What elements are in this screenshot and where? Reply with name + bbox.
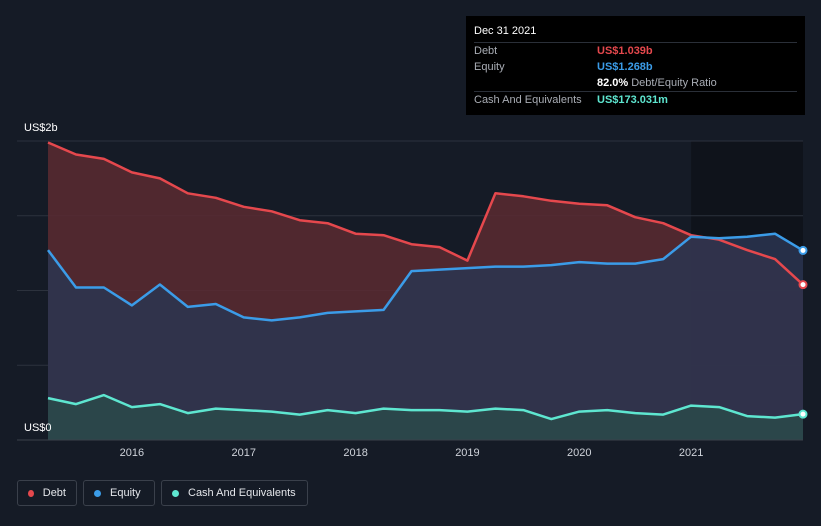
legend-debt[interactable]: Debt <box>17 480 77 506</box>
data-tooltip: Dec 31 2021 Debt US$1.039b Equity US$1.2… <box>466 16 805 115</box>
tooltip-row-equity: Equity US$1.268b <box>474 61 653 73</box>
line-cash-and-equivalents <box>47 393 804 421</box>
x-tick-label: 2020 <box>567 447 591 459</box>
chart-legend: Debt Equity Cash And Equivalents <box>17 480 308 506</box>
x-tick-label: 2016 <box>120 447 144 459</box>
endpoint-debt <box>798 280 808 290</box>
tooltip-row-debt: Debt US$1.039b <box>474 42 797 59</box>
legend-cash-dot-icon <box>172 489 179 497</box>
x-tick-label: 2021 <box>679 447 703 459</box>
area-equity <box>48 233 803 440</box>
area-cash-and-equivalents <box>48 395 803 440</box>
y-axis-bottom-label: US$0 <box>24 422 52 434</box>
x-tick-label: 2017 <box>231 447 255 459</box>
legend-equity-dot-icon <box>94 489 101 497</box>
legend-equity[interactable]: Equity <box>83 480 155 506</box>
tooltip-row-cash: Cash And Equivalents US$173.031m <box>474 91 797 108</box>
y-axis-top-label: US$2b <box>24 122 58 134</box>
tooltip-equity-value: US$1.268b <box>597 61 653 73</box>
x-tick-label: 2018 <box>343 447 367 459</box>
tooltip-cash-value: US$173.031m <box>597 94 668 106</box>
endpoint-cash-and-equivalents <box>798 409 808 419</box>
tooltip-ratio-value: 82.0% <box>597 77 629 89</box>
tooltip-debt-value: US$1.039b <box>597 45 653 57</box>
line-equity <box>46 232 804 322</box>
x-tick-label: 2019 <box>455 447 479 459</box>
endpoint-equity <box>798 245 808 255</box>
legend-cash[interactable]: Cash And Equivalents <box>161 480 308 506</box>
tooltip-row-ratio: 82.0% Debt/Equity Ratio <box>474 75 797 91</box>
line-debt <box>47 141 804 286</box>
tooltip-ratio-label: Debt/Equity Ratio <box>631 77 717 89</box>
tooltip-date: Dec 31 2021 <box>474 25 537 37</box>
legend-debt-dot-icon <box>28 489 34 497</box>
